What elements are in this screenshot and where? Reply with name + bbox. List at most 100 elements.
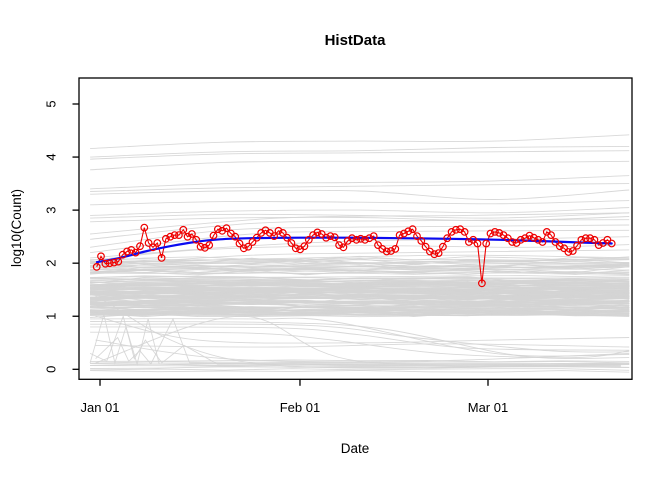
data-point	[421, 242, 430, 251]
data-point	[149, 243, 157, 252]
history-line-upper	[90, 134, 630, 150]
data-point	[153, 239, 162, 247]
axes-layer: Jan 01 Feb 01 Mar 01 0 1 2 3 4 5	[44, 77, 633, 415]
history-line-low	[95, 343, 630, 348]
history-line	[90, 286, 630, 292]
data-point	[196, 242, 205, 251]
data-point	[187, 230, 196, 238]
data-point	[213, 225, 222, 234]
data-point	[110, 258, 118, 267]
data-point	[538, 238, 547, 246]
data-point	[97, 252, 105, 261]
data-point	[391, 244, 400, 253]
history-line-bottom	[90, 366, 630, 369]
data-point	[356, 234, 365, 243]
history-line	[90, 288, 630, 293]
data-point	[478, 279, 486, 288]
data-point	[170, 231, 179, 240]
series-layer	[92, 223, 616, 288]
data-point	[452, 225, 460, 234]
data-point	[239, 244, 248, 253]
data-point	[92, 263, 101, 271]
data-point	[465, 238, 473, 246]
history-line	[90, 272, 630, 275]
data-point	[361, 235, 369, 244]
data-point	[144, 239, 153, 247]
history-line	[90, 293, 630, 298]
history-line-mid	[90, 254, 630, 264]
data-point	[434, 249, 443, 258]
history-line-upper	[90, 189, 630, 200]
history-line-mid	[90, 219, 630, 240]
x-tick-label: Mar 01	[468, 400, 508, 415]
data-point	[382, 247, 391, 256]
data-point	[460, 227, 469, 236]
history-line	[90, 288, 630, 296]
y-tick-label: 1	[44, 313, 59, 320]
data-point	[248, 238, 257, 246]
history-line-mid	[90, 244, 630, 261]
data-point	[374, 241, 382, 250]
history-line-upper	[90, 160, 630, 171]
data-point	[408, 225, 417, 234]
history-line	[90, 266, 630, 274]
data-point	[123, 247, 131, 256]
gray-background-lines	[89, 134, 630, 373]
data-point	[516, 235, 525, 244]
history-line-bottom	[90, 362, 630, 365]
history-line-mid	[90, 249, 630, 267]
data-point	[534, 235, 542, 244]
data-point	[105, 259, 114, 268]
data-point	[231, 232, 240, 241]
data-point	[417, 236, 426, 245]
history-line	[90, 262, 630, 268]
data-point	[404, 227, 413, 236]
data-point	[395, 231, 404, 240]
history-line	[90, 286, 630, 294]
history-line-low	[90, 323, 630, 353]
y-tick-label: 4	[44, 153, 59, 160]
history-line-low	[95, 315, 630, 344]
data-point	[555, 242, 564, 251]
history-line-upper	[90, 150, 630, 160]
plot-box	[78, 77, 633, 380]
history-line	[90, 296, 630, 303]
history-line	[90, 304, 630, 311]
data-point	[326, 232, 335, 241]
data-point	[192, 235, 201, 244]
history-line	[90, 296, 630, 300]
data-point	[551, 238, 560, 246]
data-point	[339, 243, 348, 252]
data-point	[335, 241, 344, 250]
data-point	[291, 244, 300, 253]
data-point	[274, 226, 283, 235]
history-line	[90, 265, 630, 271]
data-point	[222, 224, 231, 233]
data-point	[235, 239, 244, 248]
history-line	[90, 276, 630, 285]
data-point	[101, 259, 110, 268]
data-point	[400, 229, 408, 238]
history-line-bottom	[90, 365, 630, 369]
data-point	[430, 250, 439, 259]
data-point	[508, 238, 517, 246]
data-point	[577, 235, 586, 244]
history-line	[90, 311, 630, 315]
data-point	[594, 241, 603, 250]
data-point	[486, 229, 495, 238]
history-line	[90, 260, 630, 266]
data-point	[283, 233, 292, 242]
history-line-low	[95, 339, 630, 363]
history-line	[90, 310, 630, 318]
data-point	[473, 239, 482, 248]
data-point	[179, 225, 188, 234]
data-point	[140, 223, 149, 232]
smooth-trend-line	[95, 236, 613, 264]
observed-line	[96, 227, 613, 284]
data-point	[352, 235, 361, 244]
data-point	[161, 234, 170, 243]
history-line-upper	[90, 207, 630, 216]
data-point	[114, 257, 123, 266]
y-tick-label: 5	[44, 100, 59, 107]
